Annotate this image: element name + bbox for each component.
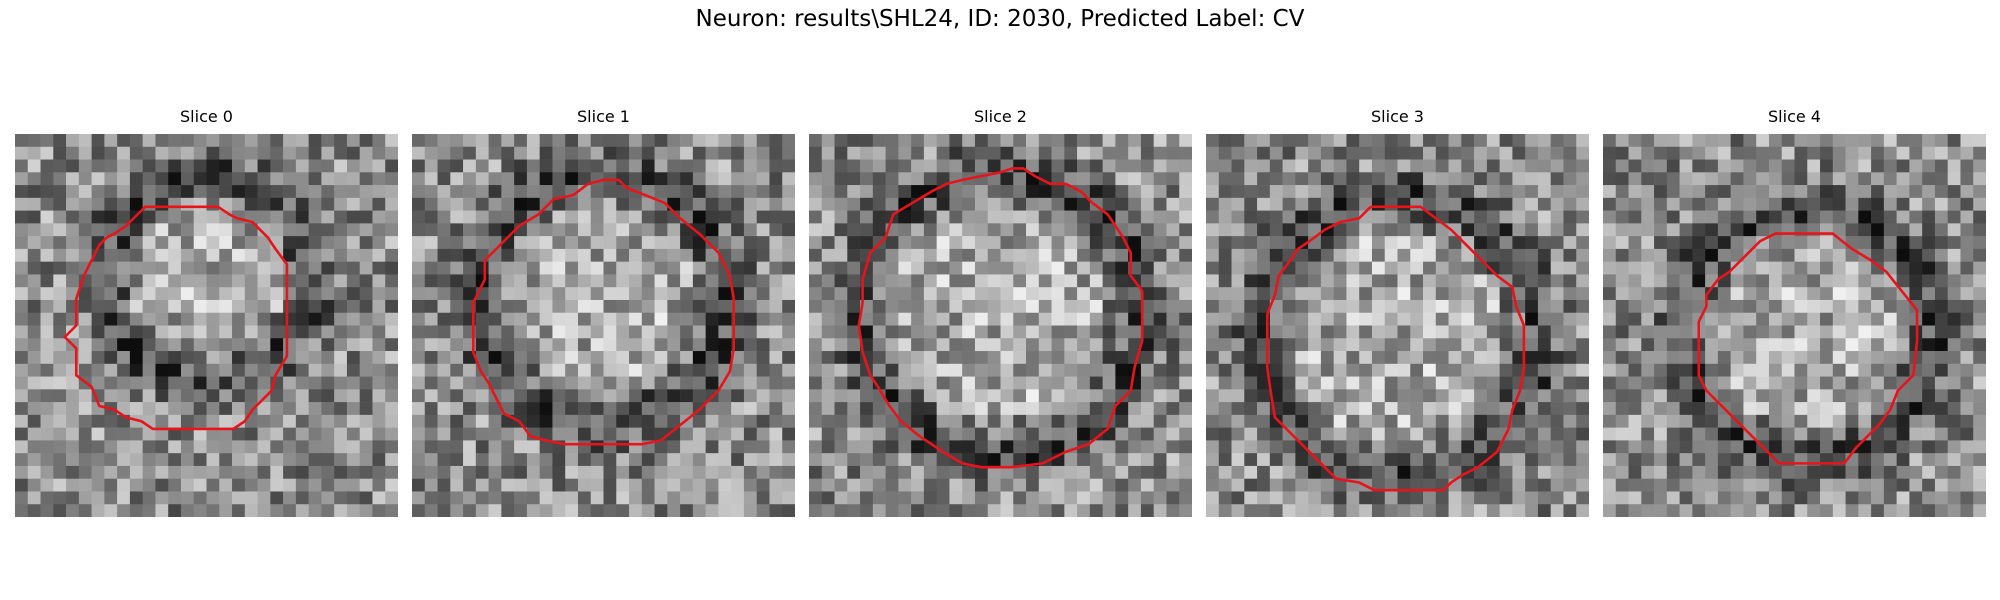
figure-title: Neuron: results\SHL24, ID: 2030, Predict…	[0, 6, 2000, 32]
slice-image-1	[412, 134, 795, 517]
slice-pixels-2	[809, 134, 1192, 517]
slice-title-3: Slice 3	[1206, 107, 1589, 126]
slice-panel-2: Slice 2	[809, 134, 1192, 517]
slice-panel-1: Slice 1	[412, 134, 795, 517]
slice-title-2: Slice 2	[809, 107, 1192, 126]
slice-pixels-0	[15, 134, 398, 517]
slice-image-4	[1603, 134, 1986, 517]
slice-pixels-4	[1603, 134, 1986, 517]
slice-image-2	[809, 134, 1192, 517]
slice-title-1: Slice 1	[412, 107, 795, 126]
slice-panel-0: Slice 0	[15, 134, 398, 517]
slice-title-4: Slice 4	[1603, 107, 1986, 126]
slice-image-3	[1206, 134, 1589, 517]
slice-pixels-3	[1206, 134, 1589, 517]
slice-pixels-1	[412, 134, 795, 517]
slice-panel-3: Slice 3	[1206, 134, 1589, 517]
slice-panel-4: Slice 4	[1603, 134, 1986, 517]
slice-image-0	[15, 134, 398, 517]
slice-title-0: Slice 0	[15, 107, 398, 126]
